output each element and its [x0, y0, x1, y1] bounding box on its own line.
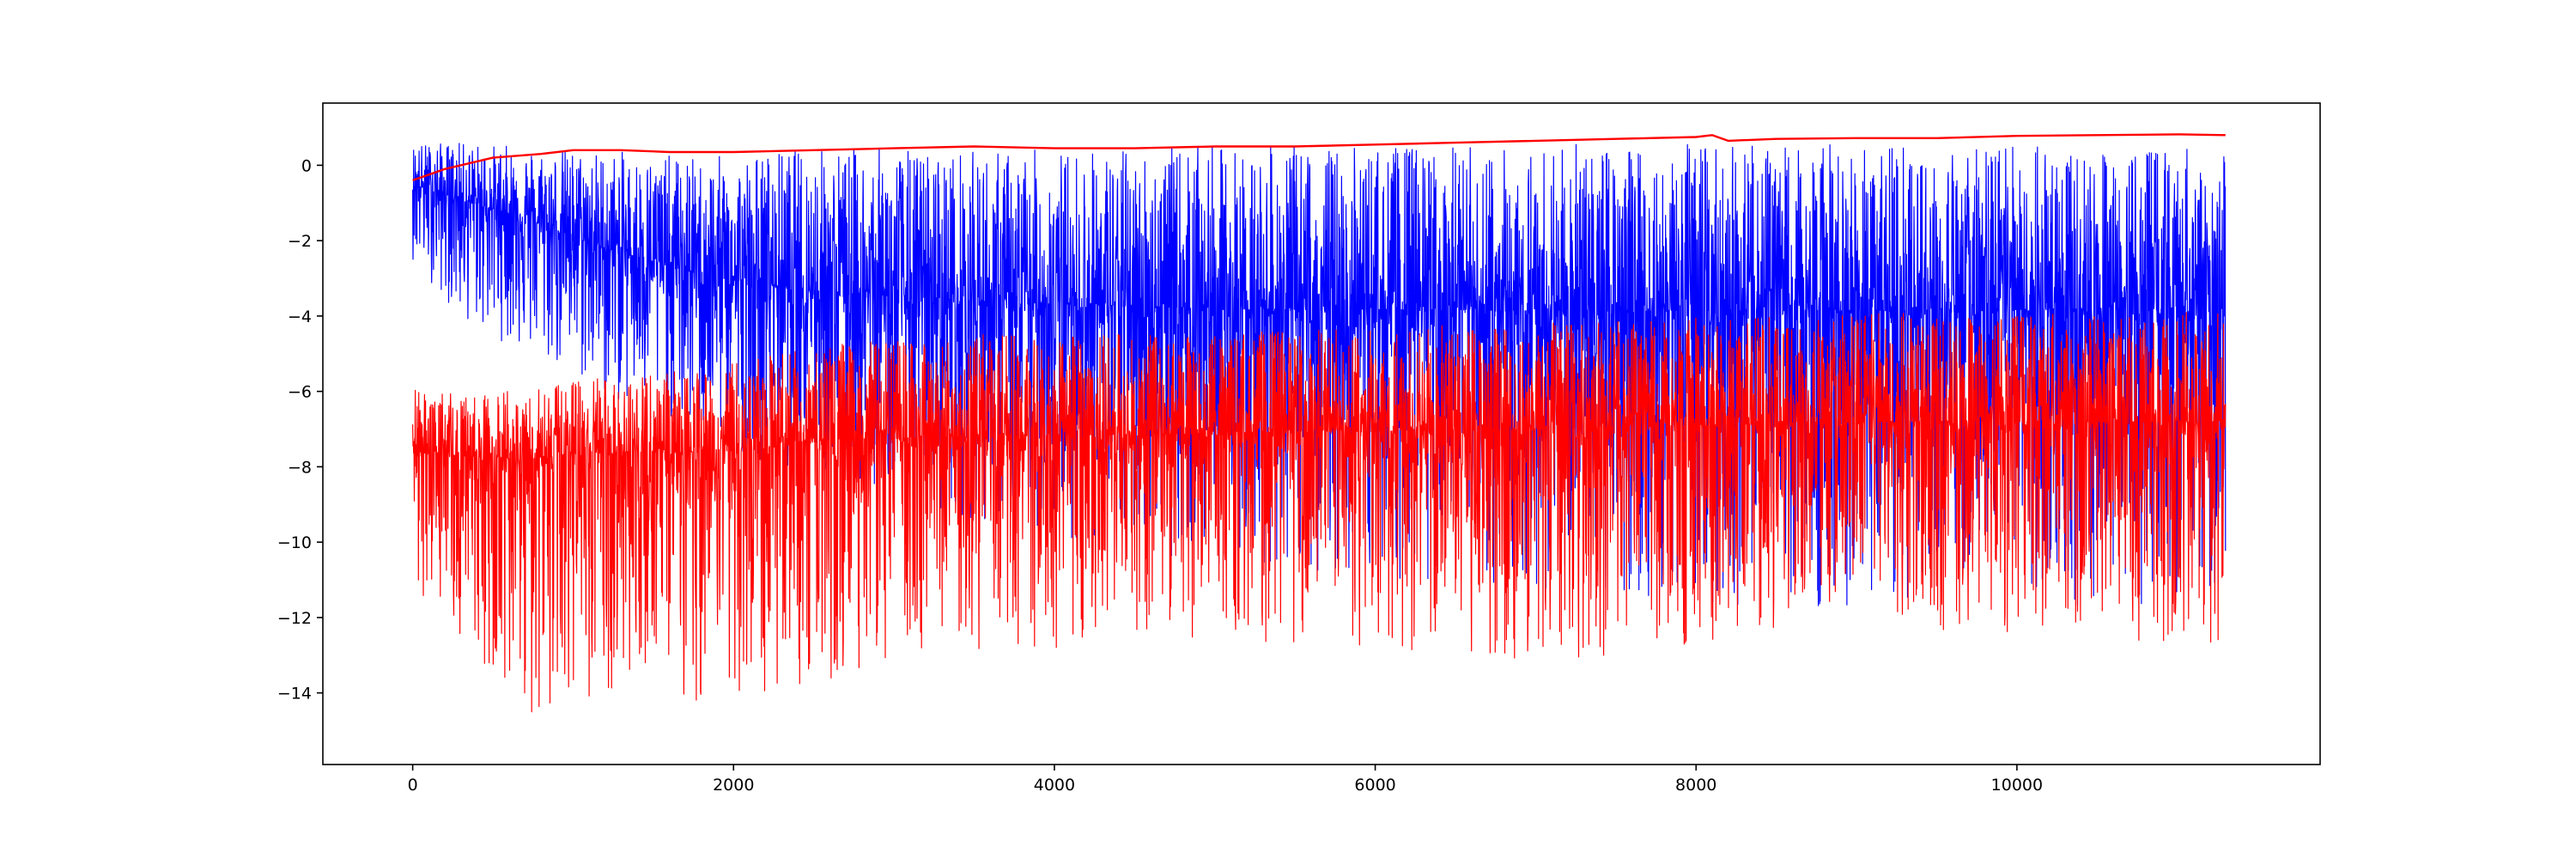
y-tick-label: −10: [277, 533, 312, 552]
x-tick-label: 2000: [713, 776, 754, 795]
y-tick-label: −6: [288, 383, 312, 402]
y-tick-label: −4: [288, 308, 312, 326]
axes-layer: 0 2000 4000 6000 8000 10000 0 −2 −4 −6 −8 −10 −12 −14: [277, 156, 2043, 795]
series-line-red-smooth: [412, 133, 2226, 182]
y-tick-label: −14: [277, 685, 312, 704]
x-tick-label: 6000: [1354, 776, 1395, 795]
y-tick-label: −12: [277, 609, 312, 628]
x-tick-label: 10000: [1991, 776, 2043, 795]
x-tick-label: 0: [408, 776, 418, 795]
x-tick-label: 8000: [1675, 776, 1716, 795]
plot-frame: [322, 102, 2321, 765]
x-tick-label: 4000: [1034, 776, 1075, 795]
y-tick-label: −8: [288, 458, 312, 477]
y-tick-label: −2: [288, 232, 312, 251]
series-layer: [412, 133, 2227, 713]
y-tick-label: 0: [301, 156, 312, 175]
series-line-red-noisy: [412, 312, 2227, 713]
